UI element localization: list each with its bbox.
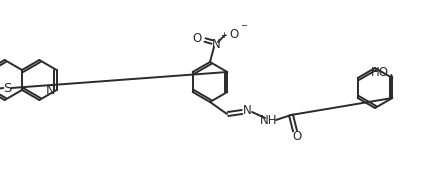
Text: NH: NH [260,114,278,126]
Text: O: O [292,131,301,143]
Text: N: N [212,38,220,50]
Text: +: + [220,31,227,40]
Text: N: N [45,83,55,97]
Text: O: O [192,32,202,46]
Text: O: O [229,28,239,40]
Text: N: N [243,105,252,117]
Text: S: S [3,81,12,95]
Text: −: − [240,21,247,30]
Text: HO: HO [372,66,389,80]
